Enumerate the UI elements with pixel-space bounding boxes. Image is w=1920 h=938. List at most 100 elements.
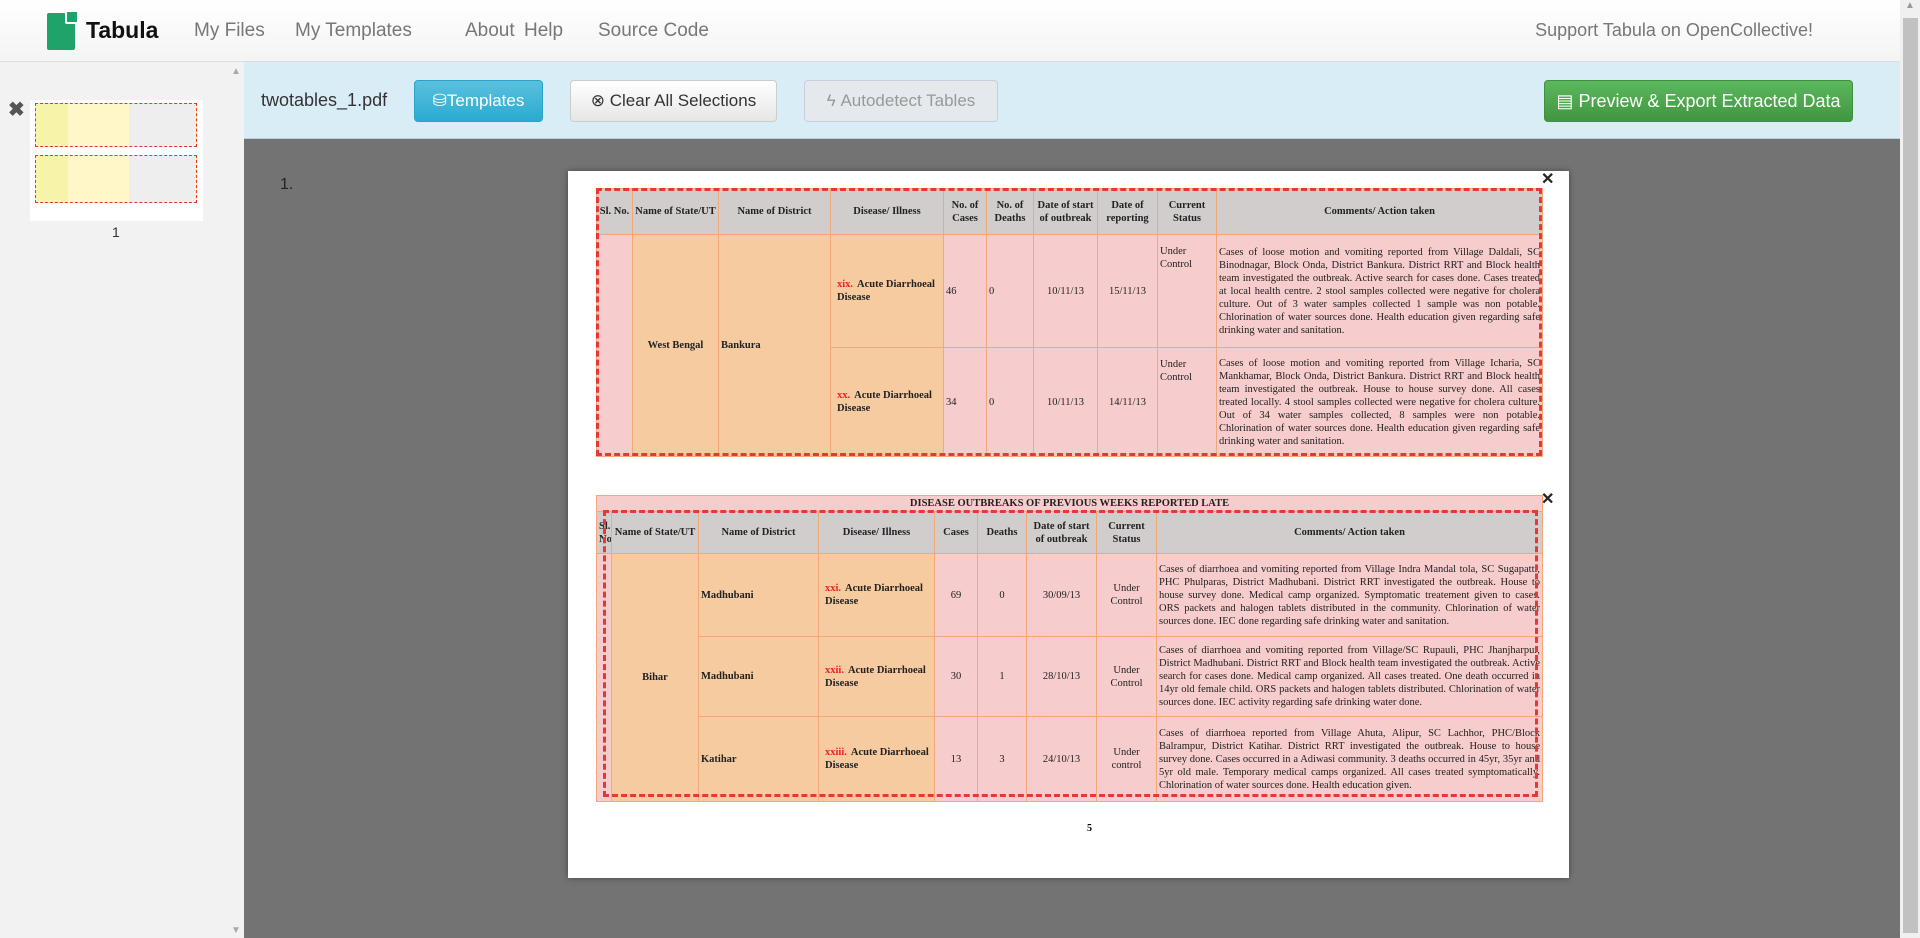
- comment-cell: Cases of diarrhoea and vomiting reported…: [1155, 636, 1544, 717]
- deaths-cell: 1: [977, 636, 1027, 717]
- state-cell: Bihar: [611, 553, 699, 802]
- item-number: xxi.: [825, 583, 842, 594]
- disease-name: Acute Diarrhoeal Disease: [825, 583, 923, 607]
- comment-cell: Cases of loose motion and vomiting repor…: [1216, 347, 1543, 457]
- nav-about[interactable]: About: [465, 20, 515, 41]
- status-cell: Under Control: [1096, 553, 1157, 637]
- item-number: xx.: [837, 390, 851, 401]
- column-header: Current Status: [1096, 511, 1157, 554]
- comment-cell: Cases of diarrhoea and vomiting reported…: [1155, 553, 1544, 637]
- page-scrollbar[interactable]: ▲: [1900, 0, 1920, 938]
- lightning-icon: ϟ: [826, 91, 836, 110]
- comment-cell: Cases of diarrhoea reported from Village…: [1155, 716, 1544, 802]
- column-header: No. of Cases: [943, 188, 987, 235]
- brand[interactable]: Tabula: [86, 17, 159, 43]
- report-date-cell: 15/11/13: [1097, 234, 1158, 348]
- cases-cell: 46: [943, 234, 987, 348]
- autodetect-tables-button[interactable]: ϟ Autodetect Tables: [804, 80, 998, 122]
- comment-cell: Cases of loose motion and vomiting repor…: [1216, 234, 1543, 348]
- remove-page-icon[interactable]: ✖: [8, 99, 25, 121]
- scroll-up-icon[interactable]: ▲: [1905, 0, 1915, 11]
- column-header: No. of Deaths: [986, 188, 1034, 235]
- column-header: Sl. No.: [596, 188, 633, 235]
- disease-cell: xix. Acute Diarrhoeal Disease: [830, 234, 944, 348]
- disease-cell: xxiii. Acute Diarrhoeal Disease: [818, 716, 935, 802]
- close-selection-2-icon[interactable]: ✕: [1541, 491, 1555, 508]
- status-cell: Under Control: [1096, 636, 1157, 717]
- sidebar-scrollbar[interactable]: ▲ ▼: [228, 62, 244, 938]
- table-row: West Bengal Bankura xix. Acute Diarrhoeal D…: [596, 234, 1543, 457]
- status-cell: Under Control: [1157, 347, 1217, 457]
- table-row: Madhubani xxii. Acute Diarrhoeal Disease 30…: [597, 636, 1544, 717]
- item-number: xix.: [837, 279, 854, 290]
- disease-cell: xxii. Acute Diarrhoeal Disease: [818, 636, 935, 717]
- disease-name: Acute Diarrhoeal Disease: [825, 747, 929, 771]
- templates-button[interactable]: ⛁Templates: [414, 80, 543, 122]
- disease-name: Acute Diarrhoeal Disease: [837, 390, 932, 414]
- templates-label: Templates: [446, 91, 525, 110]
- deaths-cell: 0: [986, 234, 1034, 348]
- district-cell: Madhubani: [698, 553, 819, 637]
- state-cell: West Bengal: [632, 234, 719, 457]
- table-row: Katihar xxiii. Acute Diarrhoeal Disease 13 3…: [597, 716, 1544, 802]
- column-header: Disease/ Illness: [830, 188, 944, 235]
- column-header: Cases: [934, 511, 978, 554]
- status-cell: Under Control: [1157, 234, 1217, 348]
- close-selection-1-icon[interactable]: ✕: [1541, 171, 1555, 188]
- clear-all-selections-button[interactable]: ⊗ Clear All Selections: [570, 80, 777, 122]
- column-header: Deaths: [977, 511, 1027, 554]
- cases-cell: 13: [934, 716, 978, 802]
- sl-no-cell: [596, 553, 612, 802]
- clear-icon: ⊗: [590, 91, 606, 110]
- pdf-page-number: 5: [1087, 823, 1092, 834]
- pdf-table-1: Sl. No. Name of State/UT Name of District D…: [596, 188, 1543, 457]
- start-date-cell: 28/10/13: [1026, 636, 1097, 717]
- item-number: xxii.: [825, 664, 844, 676]
- disease-name: Acute Diarrhoeal Disease: [837, 279, 935, 303]
- pdf-table-2: DISEASE OUTBREAKS OF PREVIOUS WEEKS REPO…: [595, 495, 1544, 802]
- page-number-label: 1.: [280, 176, 294, 193]
- cases-cell: 34: [943, 347, 987, 457]
- item-number: xxiii.: [825, 747, 847, 758]
- autodetect-label: Autodetect Tables: [840, 91, 976, 110]
- column-header: Current Status: [1157, 188, 1217, 235]
- page-thumbnail[interactable]: [30, 100, 203, 221]
- start-date-cell: 10/11/13: [1033, 234, 1098, 348]
- clear-label: Clear All Selections: [609, 91, 757, 110]
- start-date-cell: 30/09/13: [1026, 553, 1097, 637]
- table-row: Bihar Madhubani xxi. Acute Diarrhoeal Disea…: [596, 553, 1544, 802]
- column-header: Name of State/UT: [611, 511, 699, 554]
- scrollbar-thumb[interactable]: [1903, 18, 1918, 933]
- nav-help[interactable]: Help: [524, 20, 564, 41]
- table-row: xx. Acute Diarrhoeal Disease 34 0 10/11/13 14…: [597, 347, 1543, 457]
- district-cell: Madhubani: [698, 636, 819, 717]
- thumbnail-selection-2: [35, 155, 197, 203]
- tabula-logo-icon[interactable]: [47, 10, 79, 50]
- column-header: Comments/ Action taken: [1155, 511, 1544, 554]
- pdf-page[interactable]: Sl. No. Name of State/UT Name of District D…: [568, 171, 1569, 878]
- nav-my-files[interactable]: My Files: [194, 20, 265, 41]
- start-date-cell: 10/11/13: [1033, 347, 1098, 457]
- district-cell: Katihar: [698, 716, 819, 802]
- column-header: Sl. No: [596, 511, 612, 554]
- district-cell: Bankura: [718, 234, 831, 457]
- sl-no-cell: [596, 234, 633, 457]
- nav-source-code[interactable]: Source Code: [598, 20, 709, 41]
- deaths-cell: 0: [977, 553, 1027, 637]
- column-header: Name of State/UT: [632, 188, 719, 235]
- disease-name: Acute Diarrhoeal Disease: [825, 664, 926, 689]
- templates-icon: ⛁: [432, 91, 447, 110]
- nav-my-templates[interactable]: My Templates: [295, 20, 412, 41]
- support-link[interactable]: Support Tabula on OpenCollective!: [1535, 20, 1813, 40]
- thumbnail-selection-1: [35, 103, 197, 147]
- column-header: Name of District: [718, 188, 831, 235]
- preview-export-button[interactable]: ▤ Preview & Export Extracted Data: [1544, 80, 1853, 122]
- column-header: Comments/ Action taken: [1216, 188, 1543, 235]
- filename: twotables_1.pdf: [261, 90, 388, 110]
- cases-cell: 30: [934, 636, 978, 717]
- column-header: Date of start of outbreak: [1033, 188, 1098, 235]
- navbar: Tabula My Files My Templates About Help …: [0, 0, 1900, 62]
- deaths-cell: 3: [977, 716, 1027, 802]
- start-date-cell: 24/10/13: [1026, 716, 1097, 802]
- page-thumbnail-sidebar: ✖ 1: [0, 62, 244, 938]
